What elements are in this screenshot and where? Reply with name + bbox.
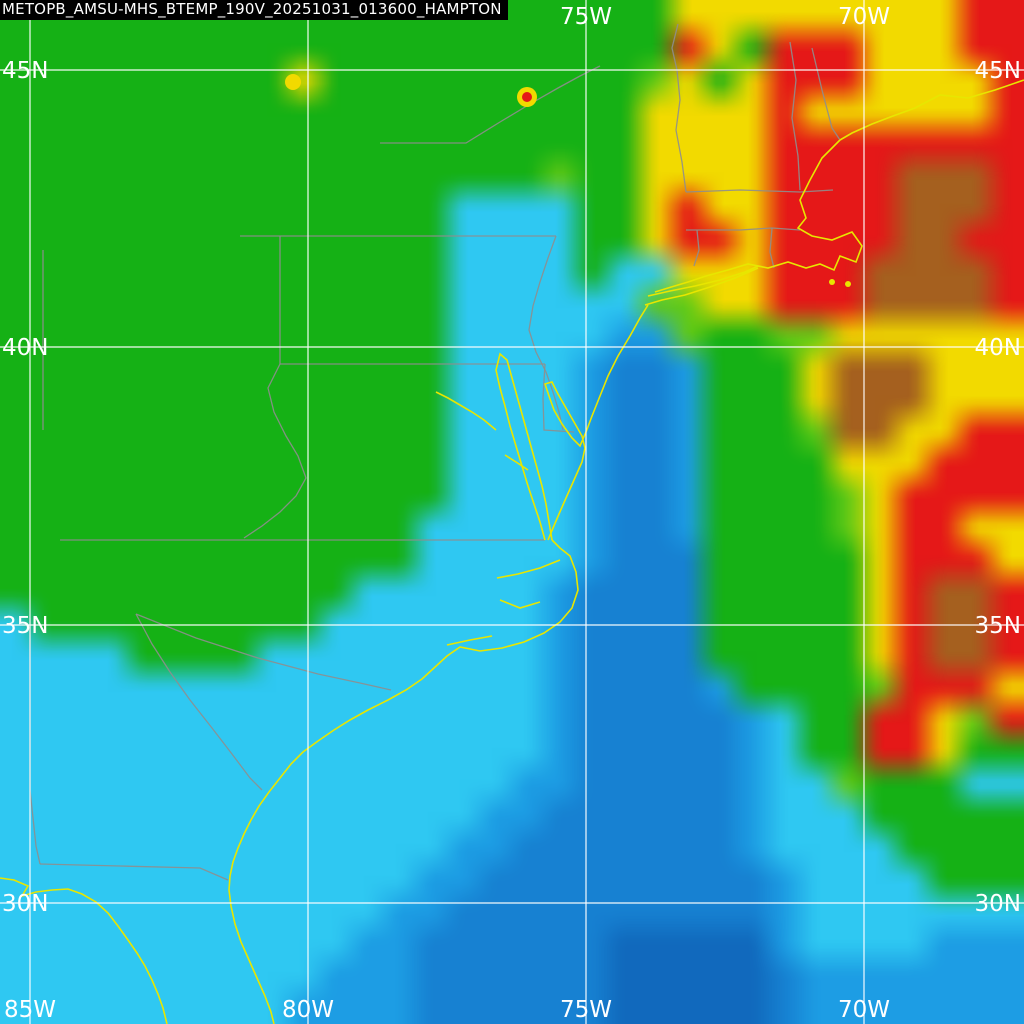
graticule-labels: 75W 70W 85W 80W 75W 70W 45N 40N 35N 30N … <box>2 4 1021 1023</box>
graticule-label-bottom-70w: 70W <box>838 997 890 1023</box>
state-borders <box>29 23 841 881</box>
coastlines <box>0 79 1024 1024</box>
graticule-label-bottom-75w: 75W <box>560 997 612 1023</box>
graticule-label-left-30n: 30N <box>2 891 48 917</box>
graticule-label-right-40n: 40N <box>975 335 1021 361</box>
graticule-label-right-35n: 35N <box>975 613 1021 639</box>
graticule-label-right-30n: 30N <box>975 891 1021 917</box>
product-title: METOPB_AMSU-MHS_BTEMP_190V_20251031_0136… <box>2 0 502 18</box>
graticule-label-bottom-80w: 80W <box>282 997 334 1023</box>
product-title-bar: METOPB_AMSU-MHS_BTEMP_190V_20251031_0136… <box>0 0 508 20</box>
hot-spots <box>285 74 851 287</box>
graticule-label-left-35n: 35N <box>2 613 48 639</box>
graticule-label-right-45n: 45N <box>975 58 1021 84</box>
graticule-label-left-45n: 45N <box>2 58 48 84</box>
graticule-label-left-40n: 40N <box>2 335 48 361</box>
graticule-label-top-70w: 70W <box>838 4 890 30</box>
graticule-label-top-75w: 75W <box>560 4 612 30</box>
graticule-label-bottom-85w: 85W <box>4 997 56 1023</box>
